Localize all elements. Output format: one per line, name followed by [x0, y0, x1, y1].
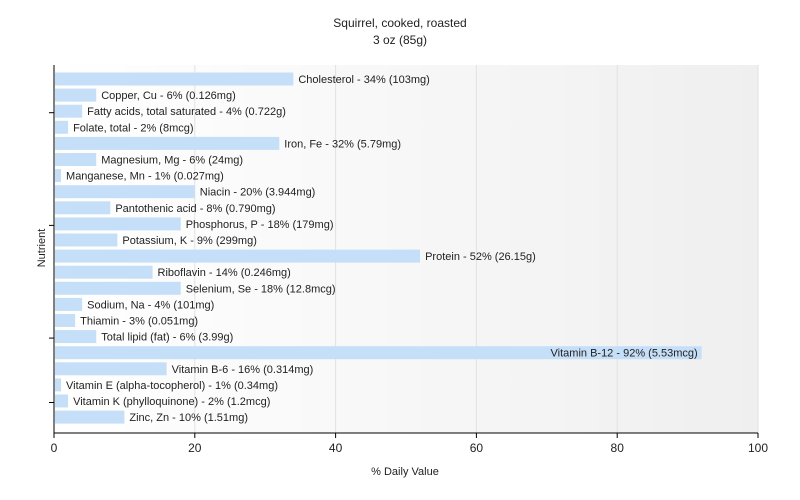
bar-label: Total lipid (fat) - 6% (3.99g)	[101, 332, 233, 344]
bar	[55, 72, 294, 86]
bar-label: Thiamin - 3% (0.051mg)	[80, 316, 198, 328]
bar	[55, 394, 69, 408]
chart-title: Squirrel, cooked, roasted	[333, 16, 467, 30]
plot-area	[54, 65, 758, 433]
bar-label: Folate, total - 2% (8mcg)	[73, 122, 193, 134]
bar	[55, 201, 111, 215]
x-tick-label: 0	[51, 441, 58, 455]
bar-label: Selenium, Se - 18% (12.8mcg)	[186, 283, 336, 295]
bar	[55, 346, 702, 360]
bar-label: Vitamin K (phylloquinone) - 2% (1.2mcg)	[73, 396, 270, 408]
bar-label: Manganese, Mn - 1% (0.027mg)	[66, 171, 224, 183]
bar	[55, 330, 97, 344]
y-axis-label: Nutrient	[36, 228, 48, 268]
bar-label: Vitamin B-12 - 92% (5.53mcg)	[551, 348, 698, 360]
x-tick-label: 40	[329, 441, 343, 455]
bar-label: Protein - 52% (26.15g)	[425, 251, 536, 263]
bar-label: Potassium, K - 9% (299mg)	[122, 235, 256, 247]
bar	[55, 136, 280, 150]
bar-label: Magnesium, Mg - 6% (24mg)	[101, 155, 243, 167]
bar	[55, 88, 97, 102]
bar	[55, 378, 62, 392]
bar	[55, 265, 153, 279]
bar-label: Iron, Fe - 32% (5.79mg)	[284, 138, 401, 150]
bar	[55, 185, 195, 199]
bar	[55, 314, 76, 327]
bar	[55, 233, 118, 247]
bar	[55, 297, 83, 311]
bar	[55, 153, 97, 166]
bar	[55, 104, 83, 118]
bar-label: Fatty acids, total saturated - 4% (0.722…	[87, 106, 286, 118]
bar	[55, 169, 62, 183]
bar-label: Sodium, Na - 4% (101mg)	[87, 299, 214, 311]
bar	[55, 410, 125, 424]
bar-label: Vitamin E (alpha-tocopherol) - 1% (0.34m…	[66, 380, 278, 392]
x-tick-label: 80	[611, 441, 625, 455]
bar-label: Vitamin B-6 - 16% (0.314mg)	[172, 364, 314, 376]
bar-label: Pantothenic acid - 8% (0.790mg)	[115, 203, 275, 215]
bar-label: Copper, Cu - 6% (0.126mg)	[101, 90, 236, 102]
bar	[55, 362, 167, 376]
bar-label: Niacin - 20% (3.944mg)	[200, 187, 316, 199]
bar-label: Zinc, Zn - 10% (1.51mg)	[129, 412, 248, 424]
bar	[55, 249, 421, 263]
bar-label: Phosphorus, P - 18% (179mg)	[186, 219, 334, 231]
x-tick-label: 100	[748, 441, 768, 455]
bar	[55, 281, 181, 295]
chart-subtitle: 3 oz (85g)	[372, 33, 428, 47]
x-tick-label: 60	[470, 441, 484, 455]
x-axis-label: % Daily Value	[371, 466, 439, 478]
bar-label: Riboflavin - 14% (0.246mg)	[158, 267, 291, 279]
x-tick-label: 20	[188, 441, 202, 455]
bar-label: Cholesterol - 34% (103mg)	[298, 74, 429, 86]
bar	[55, 120, 69, 134]
bar	[55, 217, 181, 231]
